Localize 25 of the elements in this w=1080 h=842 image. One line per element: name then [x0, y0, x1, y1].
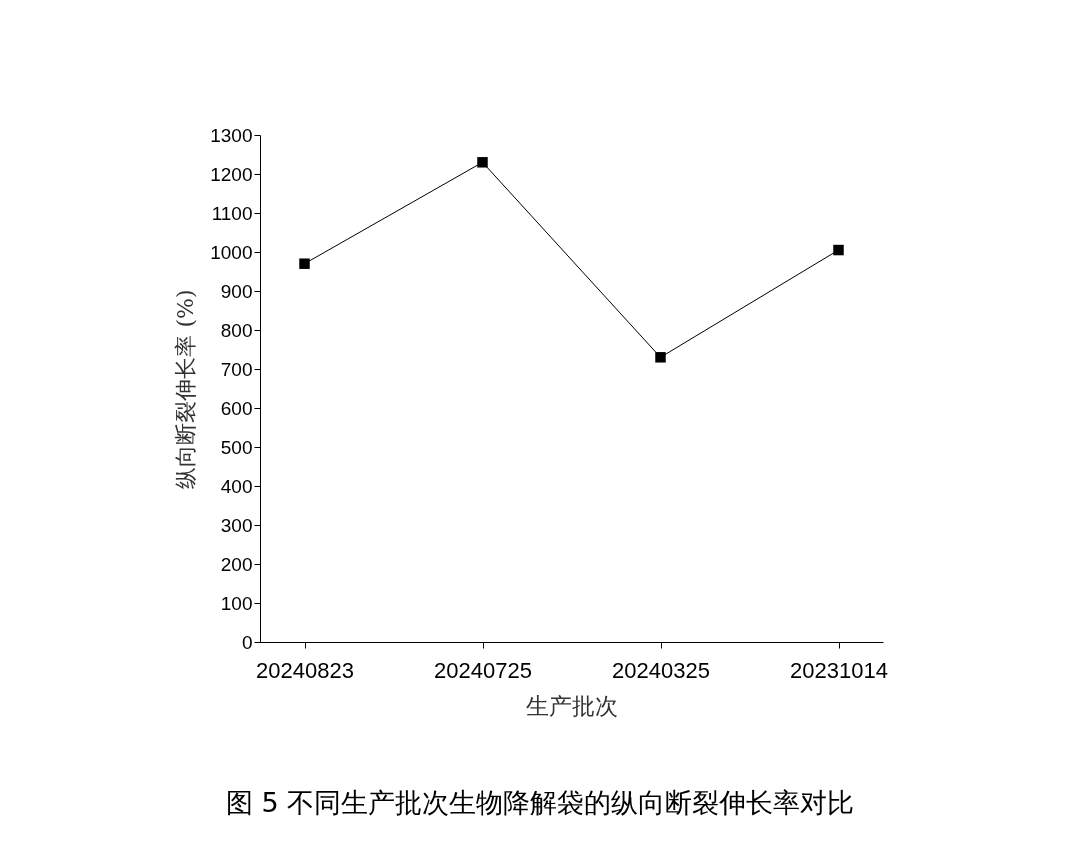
- point: [299, 258, 310, 269]
- y-tick-label: 1000: [210, 241, 253, 263]
- x-tick-label: 20240325: [612, 657, 710, 683]
- point: [833, 244, 844, 256]
- y-tick-label: 800: [220, 319, 253, 341]
- y-tick-label: 0: [241, 631, 253, 653]
- y-tick-label: 1200: [210, 163, 253, 185]
- x-tick-label: 20231014: [790, 657, 888, 683]
- y-tick-label: 600: [220, 397, 253, 419]
- x-tick-label: 20240725: [434, 657, 532, 683]
- point: [655, 352, 666, 363]
- y-tick-label: 400: [220, 475, 253, 497]
- y-tick-label: 300: [220, 514, 253, 536]
- point: [477, 157, 488, 168]
- y-tick-label: 500: [220, 436, 253, 458]
- y-tick-label: 900: [220, 280, 253, 302]
- y-tick-label: 700: [220, 358, 253, 380]
- x-axis-title: 生产批次: [526, 692, 618, 719]
- y-tick-label: 1300: [210, 124, 253, 146]
- caption: 图 5 不同生产批次生物降解袋的纵向断裂伸长率对比: [224, 786, 856, 820]
- x-tick-label: 20240823: [256, 657, 354, 683]
- y-tick-label: 100: [220, 592, 253, 614]
- y-tick-label: 1100: [211, 202, 253, 224]
- y-tick-label: 200: [220, 553, 253, 575]
- y-axis-title: 纵向断裂伸长率 (%): [173, 289, 199, 489]
